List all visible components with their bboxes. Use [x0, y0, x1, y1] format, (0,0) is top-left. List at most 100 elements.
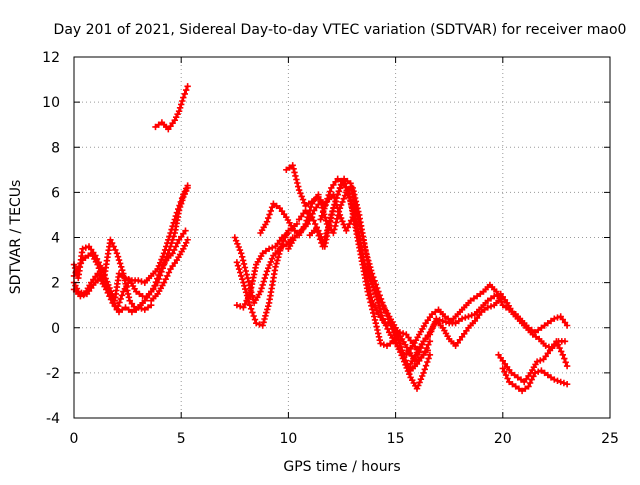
- data-point-marker: [468, 312, 475, 319]
- y-tick-label: -2: [46, 366, 60, 382]
- data-point-marker: [163, 243, 170, 250]
- data-point-marker: [112, 246, 119, 254]
- data-point-marker: [238, 250, 245, 257]
- data-series-arc-19: [403, 281, 571, 358]
- data-point-marker: [334, 205, 341, 212]
- data-point-marker: [308, 214, 316, 221]
- data-point-marker: [417, 376, 425, 383]
- data-point-marker: [526, 379, 534, 387]
- data-point-marker: [553, 338, 560, 345]
- data-point-marker: [263, 268, 271, 275]
- data-point-marker: [155, 271, 162, 279]
- data-point-marker: [260, 278, 267, 285]
- data-point-marker: [245, 294, 252, 301]
- data-point-marker: [168, 226, 175, 233]
- data-point-marker: [376, 292, 383, 299]
- data-point-marker: [322, 201, 329, 209]
- data-point-marker: [547, 317, 555, 325]
- data-series-arc-12: [233, 229, 292, 311]
- data-point-marker: [326, 188, 334, 195]
- x-axis-label: GPS time / hours: [283, 459, 400, 475]
- data-series-arc-9: [152, 83, 191, 133]
- data-point-marker: [78, 289, 85, 296]
- data-point-marker: [372, 304, 379, 311]
- data-point-marker: [328, 211, 336, 218]
- data-point-marker: [467, 297, 474, 304]
- data-point-marker: [307, 203, 315, 211]
- data-point-marker: [373, 323, 380, 330]
- data-point-marker: [380, 341, 387, 348]
- data-point-marker: [273, 260, 280, 267]
- data-point-marker: [160, 250, 168, 257]
- data-point-marker: [491, 293, 498, 300]
- data-point-marker: [420, 351, 427, 358]
- data-point-marker: [235, 265, 243, 273]
- data-point-marker: [138, 305, 145, 312]
- data-point-marker: [336, 211, 344, 219]
- data-point-marker: [261, 274, 268, 282]
- data-point-marker: [115, 256, 123, 264]
- data-point-marker: [242, 285, 249, 293]
- data-point-marker: [563, 322, 571, 329]
- y-tick-label: 10: [42, 95, 60, 111]
- data-point-marker: [178, 195, 186, 202]
- data-point-marker: [426, 338, 434, 345]
- data-point-marker: [166, 233, 173, 240]
- data-point-marker: [556, 344, 563, 352]
- data-point-marker: [346, 220, 353, 228]
- data-point-marker: [371, 286, 378, 293]
- data-point-marker: [245, 278, 252, 285]
- data-point-marker: [339, 198, 346, 206]
- data-point-marker: [150, 286, 157, 293]
- data-point-marker: [256, 321, 263, 328]
- data-point-marker: [533, 358, 541, 365]
- data-point-marker: [399, 330, 407, 337]
- data-point-marker: [151, 282, 158, 289]
- data-point-marker: [370, 300, 377, 308]
- data-point-marker: [267, 207, 274, 215]
- data-point-marker: [241, 264, 249, 271]
- data-point-marker: [458, 315, 466, 322]
- data-point-marker: [370, 283, 377, 290]
- data-point-marker: [525, 383, 532, 390]
- data-point-marker: [182, 227, 189, 234]
- data-point-marker: [253, 320, 260, 327]
- data-point-marker: [425, 341, 432, 348]
- data-point-marker: [373, 307, 380, 314]
- data-point-marker: [428, 311, 436, 318]
- data-point-marker: [291, 169, 298, 176]
- data-point-marker: [421, 348, 429, 355]
- data-series-arc-7: [143, 227, 189, 300]
- data-point-marker: [232, 237, 240, 244]
- data-point-marker: [426, 351, 434, 359]
- data-point-marker: [116, 299, 123, 306]
- data-point-marker: [103, 286, 110, 293]
- data-point-marker: [325, 224, 332, 231]
- data-point-marker: [108, 239, 116, 247]
- data-point-marker: [170, 219, 177, 226]
- data-point-marker: [554, 314, 561, 321]
- data-point-marker: [266, 211, 273, 218]
- data-point-marker: [350, 217, 358, 224]
- data-point-marker: [395, 337, 402, 344]
- data-point-marker: [397, 343, 405, 351]
- data-point-marker: [558, 348, 565, 355]
- y-tick-label: 4: [51, 231, 60, 247]
- data-point-marker: [94, 261, 101, 268]
- data-point-marker: [392, 330, 400, 337]
- data-point-marker: [277, 244, 285, 251]
- data-point-marker: [374, 296, 381, 303]
- data-point-marker: [374, 326, 381, 334]
- data-point-marker: [502, 371, 510, 379]
- data-point-marker: [266, 261, 273, 269]
- data-point-marker: [418, 341, 426, 348]
- data-point-marker: [493, 288, 500, 295]
- data-point-marker: [179, 97, 186, 105]
- data-point-marker: [554, 341, 562, 348]
- tick-layer: 0 5 10 15 20 25 -4 -2 0 2 4 6 8 10 12: [42, 50, 619, 447]
- data-point-marker: [413, 351, 421, 358]
- data-point-marker: [169, 250, 176, 257]
- data-point-marker: [162, 276, 169, 283]
- data-point-marker: [333, 201, 340, 208]
